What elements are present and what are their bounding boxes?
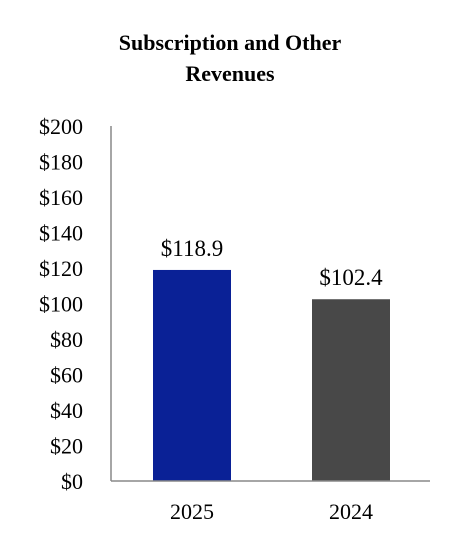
data-label-2024: $102.4	[319, 265, 383, 290]
x-tick-label-2024: 2024	[329, 499, 373, 524]
chart-title-line-1: Subscription and Other	[118, 30, 342, 55]
y-tick-label: $160	[39, 185, 83, 210]
y-tick-label: $120	[39, 256, 83, 281]
x-tick-label-2025: 2025	[170, 499, 214, 524]
data-label-2025: $118.9	[161, 236, 223, 261]
chart-title: Subscription and Other Revenues	[0, 27, 460, 89]
y-tick-label: $0	[61, 469, 83, 494]
x-axis: 2025 2024	[111, 480, 430, 524]
bar-2025	[153, 269, 231, 481]
chart-title-line-2: Revenues	[185, 61, 275, 86]
y-tick-label: $40	[50, 398, 83, 423]
y-tick-label: $80	[50, 327, 83, 352]
bars: $118.9 $102.4	[153, 236, 390, 481]
y-tick-label: $20	[50, 434, 83, 459]
y-tick-label: $60	[50, 363, 83, 388]
y-tick-label: $140	[39, 221, 83, 246]
bar-2024	[312, 299, 390, 481]
y-tick-label: $200	[39, 114, 83, 139]
y-tick-label: $100	[39, 292, 83, 317]
y-tick-label: $180	[39, 150, 83, 175]
y-axis: $0 $20 $40 $60 $80 $100 $120 $140 $160 $180 $200	[39, 114, 112, 494]
